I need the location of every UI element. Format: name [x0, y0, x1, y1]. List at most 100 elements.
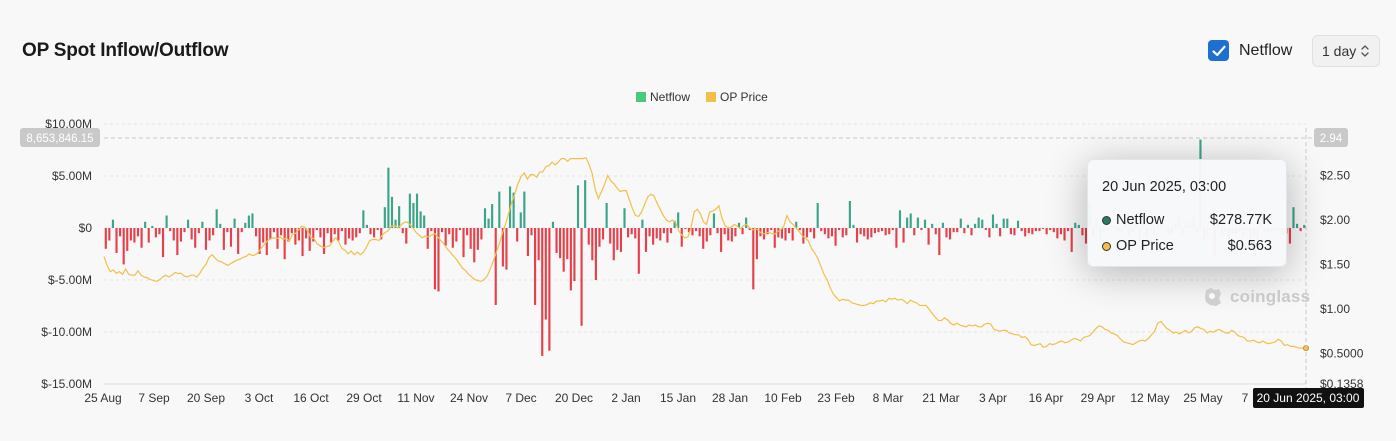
- x-tick-label: 3 Apr: [979, 391, 1007, 405]
- tooltip-price-label: OP Price: [1116, 238, 1174, 254]
- netflow-bar: [369, 228, 372, 235]
- netflow-toggle[interactable]: Netflow: [1208, 40, 1292, 61]
- netflow-bar: [483, 208, 487, 228]
- netflow-bar: [877, 228, 880, 233]
- tooltip-netflow-value: $278.77K: [1209, 212, 1272, 228]
- netflow-bar: [966, 224, 970, 228]
- x-tick-label: 28 Jan: [712, 391, 748, 405]
- netflow-bar: [233, 218, 236, 228]
- netflow-bar: [1009, 228, 1012, 235]
- netflow-bar: [487, 218, 490, 228]
- watermark-text: coinglass: [1230, 287, 1311, 306]
- netflow-bar: [237, 228, 240, 254]
- coinglass-logo-icon: [1205, 288, 1221, 306]
- netflow-bar: [161, 228, 165, 258]
- x-tick-label: 25 May: [1183, 391, 1222, 405]
- netflow-bar: [780, 228, 783, 239]
- y-left-tick-label: $5.00M: [52, 169, 92, 183]
- netflow-bar: [562, 228, 565, 272]
- netflow-bar: [412, 203, 415, 228]
- netflow-bar: [952, 228, 955, 233]
- netflow-bar: [984, 228, 987, 231]
- netflow-bar: [991, 214, 995, 228]
- netflow-bar: [730, 228, 733, 242]
- checkmark-icon: [1211, 45, 1226, 56]
- netflow-bar: [866, 228, 869, 240]
- netflow-bar: [1303, 224, 1306, 228]
- netflow-bar: [1045, 228, 1048, 235]
- netflow-bar: [795, 221, 798, 228]
- crosshair: 8,653,846.15 2.94 20 Jun 2025, 03:00: [20, 128, 1364, 408]
- crosshair-x-badge: [1253, 388, 1364, 408]
- netflow-bar: [709, 228, 712, 236]
- netflow-bar: [813, 228, 816, 239]
- netflow-bar: [895, 228, 898, 248]
- netflow-bar: [702, 228, 705, 249]
- netflow-bar: [466, 228, 469, 236]
- netflow-bar: [859, 228, 862, 235]
- netflow-bar: [541, 228, 544, 356]
- netflow-bar: [258, 228, 261, 254]
- netflow-bar: [1034, 228, 1037, 232]
- netflow-bar: [365, 224, 369, 228]
- netflow-bar: [691, 228, 694, 236]
- chart-axes: $10.00M $5.00M $0 $-5.00M $-10.00M $-15.00M $2…: [41, 117, 1363, 405]
- netflow-bar: [473, 228, 476, 263]
- netflow-bar: [830, 228, 834, 237]
- netflow-bar: [212, 228, 215, 236]
- netflow-bar: [1081, 228, 1084, 236]
- x-tick-label: 7 Sep: [138, 391, 170, 405]
- netflow-bar: [848, 200, 851, 228]
- y-left-tick-label: $-5.00M: [48, 273, 92, 287]
- netflow-bar: [963, 228, 966, 234]
- netflow-bar: [426, 228, 429, 249]
- x-tick-label: 15 Jan: [660, 391, 696, 405]
- x-tick-label: 2 Jan: [611, 391, 640, 405]
- netflow-bar: [519, 212, 522, 228]
- crosshair-left-label: 8,653,846.15: [26, 133, 93, 145]
- netflow-bar: [344, 228, 347, 245]
- netflow-bar: [906, 217, 909, 228]
- crosshair-left-badge: [20, 128, 100, 147]
- netflow-bar: [555, 228, 558, 253]
- netflow-bar: [1052, 228, 1055, 233]
- netflow-bar: [119, 228, 122, 237]
- netflow-bar: [326, 228, 329, 234]
- tooltip-row-netflow: Netflow $278.77K: [1102, 209, 1272, 231]
- netflow-checkbox[interactable]: [1208, 40, 1229, 61]
- price-line: [103, 156, 1306, 349]
- netflow-bar: [673, 220, 676, 228]
- interval-select[interactable]: 1 day: [1312, 35, 1380, 67]
- netflow-bar: [544, 228, 547, 320]
- netflow-bar: [172, 228, 175, 241]
- netflow-bar: [405, 228, 408, 244]
- y-left-tick-label: $-15.00M: [41, 377, 92, 391]
- netflow-bar: [576, 185, 580, 228]
- netflow-bar: [677, 212, 680, 228]
- netflow-bar: [551, 221, 555, 228]
- netflow-bar: [244, 222, 247, 228]
- netflow-bar: [269, 228, 272, 240]
- netflow-bar: [136, 228, 140, 237]
- netflow-bar: [444, 228, 447, 246]
- netflow-bar: [755, 228, 758, 260]
- y-left-tick-label: $-10.00M: [41, 325, 92, 339]
- netflow-bar: [609, 228, 612, 244]
- netflow-bar: [816, 203, 819, 228]
- tooltip-row-price: OP Price $0.563: [1102, 235, 1272, 257]
- netflow-bar: [358, 228, 361, 234]
- netflow-bar: [584, 180, 587, 228]
- netflow-bar: [945, 228, 948, 238]
- netflow-dot-icon: [1102, 215, 1111, 225]
- netflow-bar: [959, 218, 962, 228]
- netflow-bar: [430, 228, 433, 232]
- netflow-bar: [312, 228, 315, 242]
- netflow-bar: [698, 228, 701, 237]
- netflow-bar: [165, 215, 168, 228]
- netflow-bar: [104, 228, 107, 249]
- netflow-bar: [151, 225, 154, 228]
- netflow-bar: [254, 228, 258, 237]
- netflow-bar: [322, 228, 326, 254]
- netflow-bar: [355, 228, 358, 238]
